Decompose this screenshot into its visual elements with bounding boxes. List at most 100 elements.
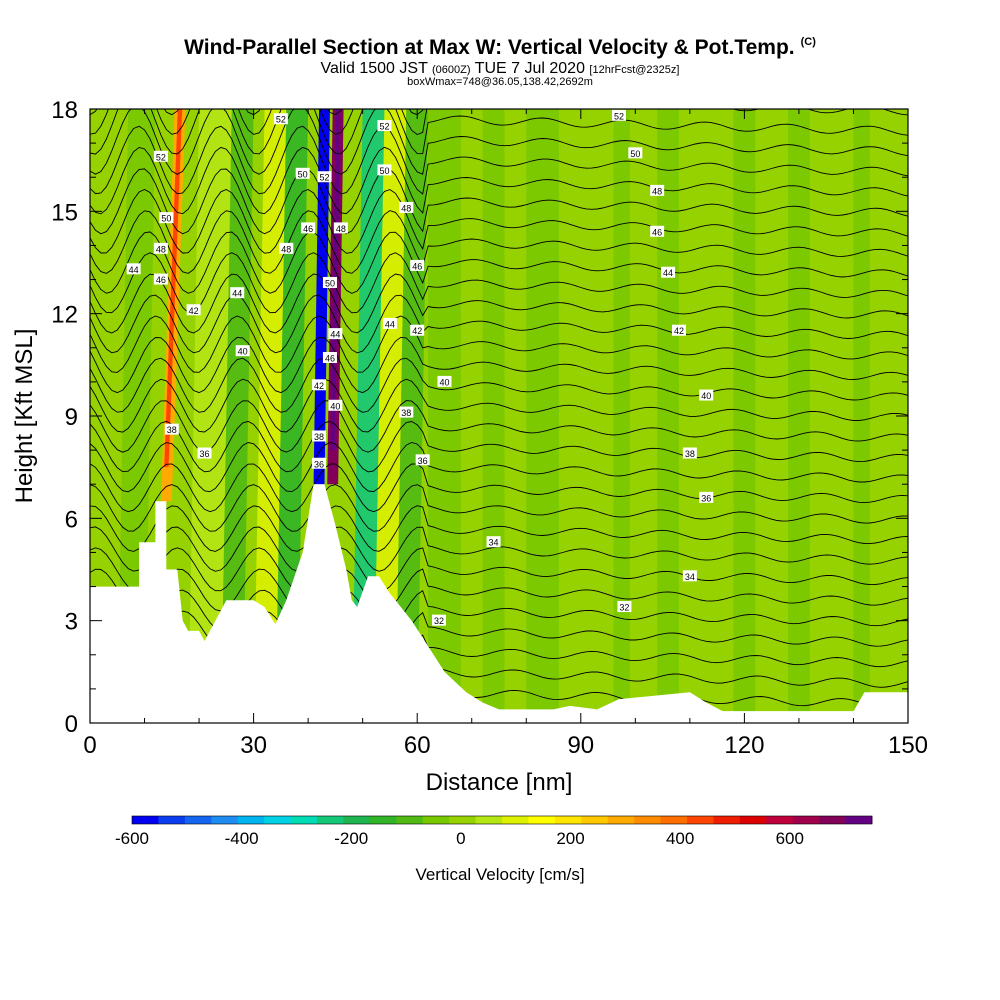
theta-contour — [90, 315, 908, 373]
theta-contour-label: 46 — [650, 225, 665, 237]
theta-contour-label: 50 — [322, 276, 337, 288]
velocity-stripe — [853, 109, 870, 723]
velocity-band — [220, 109, 254, 723]
theta-contour-label: 46 — [322, 352, 337, 364]
contour-label-text: 46 — [303, 224, 313, 234]
theta-contour-label: 52 — [153, 150, 168, 162]
contour-label-text: 52 — [614, 111, 624, 121]
colorbar-swatch — [369, 816, 397, 824]
x-tick-label: 150 — [888, 732, 928, 759]
y-tick-label: 15 — [51, 199, 78, 226]
chart-subtitle: Valid 1500 JST (0600Z) TUE 7 Jul 2020 [1… — [320, 60, 680, 77]
theta-contour — [90, 273, 908, 334]
theta-contour-label: 52 — [317, 171, 332, 183]
contour-label-text: 52 — [319, 173, 329, 183]
y-tick-label: 6 — [65, 506, 78, 533]
colorbar-swatch — [528, 816, 556, 824]
colorbar-swatch — [290, 816, 318, 824]
theta-contour-label: 40 — [235, 345, 250, 357]
theta-contour — [90, 400, 908, 453]
contour-label-text: 44 — [129, 265, 139, 275]
y-tick-label: 0 — [65, 711, 78, 738]
theta-contour-label: 50 — [159, 212, 174, 224]
contour-label-text: 44 — [232, 289, 242, 299]
theta-contour-label: 34 — [682, 570, 697, 582]
theta-contour-label: 46 — [153, 273, 168, 285]
theta-contour-label: 48 — [650, 184, 665, 196]
contour-label-text: 46 — [156, 275, 166, 285]
theta-contour-label: 34 — [486, 536, 501, 548]
theta-contour — [90, 231, 908, 294]
contour-label-text: 52 — [156, 152, 166, 162]
contour-label-text: 38 — [167, 425, 177, 435]
contour-label-text: 46 — [652, 227, 662, 237]
contour-label-text: 44 — [663, 268, 673, 278]
theta-contour-label: 40 — [699, 389, 714, 401]
contour-label-text: 42 — [189, 306, 199, 316]
theta-contour-label: 42 — [410, 324, 425, 336]
theta-contour — [90, 168, 908, 235]
colorbar-swatch — [158, 816, 186, 824]
colorbar-swatch — [132, 816, 159, 824]
theta-contour-label: 42 — [312, 379, 327, 391]
contour-label-text: 42 — [674, 326, 684, 336]
theta-contour-label: 48 — [153, 242, 168, 254]
contour-label-text: 50 — [161, 214, 171, 224]
chart-box-info: boxWmax=748@36.05,138.42,2692m — [407, 76, 593, 88]
theta-contour-label: 38 — [312, 430, 327, 442]
colorbar-tick-label: -600 — [115, 829, 149, 848]
theta-contour-label: 38 — [164, 423, 179, 435]
theta-contour — [90, 484, 908, 532]
contour-label-text: 38 — [685, 449, 695, 459]
y-tick-label: 3 — [65, 609, 78, 636]
colorbar-swatch — [343, 816, 371, 824]
copyright-mark: (C) — [800, 36, 816, 48]
contour-label-text: 40 — [439, 377, 449, 387]
contour-label-text: 46 — [412, 261, 422, 271]
colorbar-swatch — [264, 816, 291, 824]
colorbar-swatch — [554, 816, 582, 824]
x-tick-label: 60 — [404, 732, 431, 759]
contour-label-text: 48 — [336, 224, 346, 234]
colorbar-swatch — [739, 816, 767, 824]
contour-label-text: 48 — [281, 244, 291, 254]
contour-label-text: 44 — [385, 319, 395, 329]
theta-contour — [90, 357, 908, 413]
colorbar-tick-label: 600 — [776, 829, 804, 848]
contour-label-text: 34 — [685, 572, 695, 582]
theta-contour — [90, 210, 908, 274]
colorbar-swatch — [713, 816, 741, 824]
velocity-band — [373, 109, 407, 723]
colorbar-swatch — [845, 816, 873, 824]
theta-contour-label: 32 — [617, 601, 632, 613]
colorbar-swatch — [475, 816, 503, 824]
theta-contour-label: 48 — [333, 222, 348, 234]
colorbar-label: Vertical Velocity [cm/s] — [415, 865, 584, 884]
colorbar-border — [131, 815, 873, 825]
contour-label-text: 46 — [325, 354, 335, 364]
theta-contour-label: 46 — [410, 259, 425, 271]
colorbar-swatch — [211, 816, 239, 824]
theta-contour-label: 46 — [301, 222, 316, 234]
x-tick-label: 30 — [240, 732, 267, 759]
theta-contour — [90, 463, 908, 513]
theta-contour-label: 40 — [328, 399, 343, 411]
contour-label-text: 40 — [330, 401, 340, 411]
theta-contour-label: 42 — [671, 324, 686, 336]
contour-label-text: 44 — [330, 330, 340, 340]
theta-contour-label: 36 — [197, 447, 212, 459]
contour-label-text: 36 — [314, 459, 324, 469]
colorbar-swatch — [607, 816, 635, 824]
velocity-band — [275, 109, 309, 723]
contour-label-text: 38 — [401, 408, 411, 418]
theta-contour — [90, 505, 908, 552]
colorbar-tick-label: -400 — [225, 829, 259, 848]
contour-label-text: 48 — [652, 186, 662, 196]
x-tick-label: 120 — [724, 732, 764, 759]
x-tick-label: 0 — [83, 732, 96, 759]
theta-contour — [90, 125, 908, 195]
theta-contour-label: 36 — [415, 454, 430, 466]
theta-contour-label: 44 — [230, 287, 245, 299]
y-tick-label: 12 — [51, 302, 78, 329]
